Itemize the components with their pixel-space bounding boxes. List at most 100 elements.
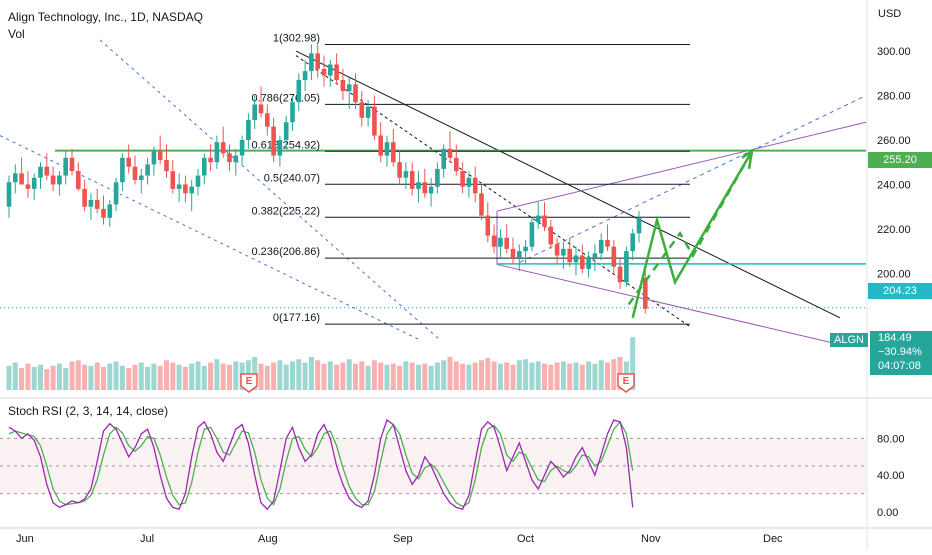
volume-bar: [315, 360, 321, 390]
volume-bar: [126, 368, 132, 390]
volume-bar: [605, 362, 610, 390]
volume-bar: [548, 364, 554, 390]
last-price: 184.49: [878, 332, 912, 344]
candle-body: [183, 184, 188, 194]
volume-bar: [208, 362, 214, 390]
candle-body: [126, 157, 131, 167]
volume-bar: [334, 364, 340, 390]
candle-body: [523, 246, 528, 252]
volume-bar: [453, 361, 459, 390]
candle-body: [378, 135, 383, 156]
volume-bar: [598, 360, 604, 390]
candle-body: [460, 171, 465, 187]
stoch-d-line: [8, 420, 634, 508]
volume-bar: [460, 363, 466, 390]
volume-bar: [290, 361, 295, 390]
candle-body: [391, 142, 396, 163]
volume-bar: [283, 364, 289, 390]
volume-bar: [390, 363, 396, 390]
volume-bar: [466, 364, 472, 390]
candle-body: [624, 251, 629, 283]
volume-bar: [434, 362, 440, 390]
candle-body: [573, 255, 579, 263]
volume-bar: [101, 366, 106, 390]
x-tick-label: Jul: [140, 533, 154, 545]
volume-bar: [182, 366, 188, 390]
projection-dashed: [627, 150, 754, 306]
volume-bar: [12, 362, 18, 390]
volume-bar: [308, 357, 314, 390]
rsi-tick-label: 40.00: [877, 470, 905, 482]
candle-body: [76, 171, 81, 189]
volume-bar: [6, 365, 12, 390]
candle-body: [57, 175, 62, 185]
candle-body: [195, 175, 201, 187]
volume-bar: [510, 364, 516, 390]
earnings-marker-letter: E: [623, 376, 630, 387]
volume-bar: [567, 363, 573, 390]
green-level-tag: 255.20: [868, 152, 932, 168]
volume-bar: [479, 360, 484, 390]
candle-body: [611, 246, 617, 267]
candle-body: [340, 80, 346, 92]
candle-body: [164, 160, 169, 172]
candle-body: [202, 157, 207, 176]
volume-bar: [19, 368, 25, 390]
rsi-tick-label: 0.00: [877, 507, 898, 519]
volume-bar: [535, 361, 541, 390]
volume-bar: [416, 364, 421, 390]
volume-bar: [327, 361, 333, 390]
candle-body: [504, 237, 509, 249]
volume-bar: [264, 365, 270, 390]
volume-bar: [447, 357, 453, 390]
volume-bar: [422, 363, 428, 390]
candle-body: [309, 53, 314, 72]
candle-body: [517, 251, 522, 258]
candle-body: [63, 157, 68, 176]
projection-solid: [631, 150, 754, 319]
volume-bar: [113, 361, 119, 390]
candle-body: [6, 182, 12, 207]
candle-body: [403, 171, 409, 178]
volume-bar: [157, 365, 163, 390]
volume-bar: [403, 361, 409, 390]
volume-bar: [38, 364, 43, 390]
x-tick-label: Jun: [16, 533, 34, 545]
projection-arrowhead: [741, 148, 754, 170]
candle-body: [636, 217, 642, 234]
candle-body: [328, 64, 333, 76]
candle-body: [447, 148, 453, 158]
price-change: −30.94%: [878, 346, 922, 358]
candle-body: [208, 157, 213, 163]
channel-upper: [496, 121, 867, 212]
candle-body: [214, 142, 220, 163]
volume-bar: [233, 361, 239, 390]
earnings-marker: [240, 373, 258, 393]
channel-lower: [496, 263, 831, 343]
volume-bar: [189, 363, 195, 390]
candle-body: [334, 64, 339, 80]
candle-body: [372, 106, 377, 136]
y-tick-label: 200.00: [877, 268, 911, 280]
volume-bar: [277, 360, 283, 390]
stoch-rsi-label: Stoch RSI (2, 3, 14, 14, close): [8, 404, 169, 418]
volume-bar: [258, 363, 264, 390]
stoch-k-line: [8, 418, 634, 511]
x-tick-label: Aug: [258, 533, 278, 545]
volume-bar: [397, 365, 403, 390]
candle-body: [592, 253, 598, 258]
candle-body: [176, 184, 182, 189]
candle-body: [548, 226, 554, 245]
volume-bar: [529, 362, 535, 390]
candle-body: [441, 148, 446, 169]
fib-level-label: 0.786(276.05): [252, 92, 321, 104]
volume-bar: [542, 363, 547, 390]
volume-bar: [296, 359, 302, 390]
candle-body: [44, 166, 50, 176]
volume-bar: [378, 362, 384, 390]
teal-level-tag: 204.23: [868, 283, 932, 299]
trendline-blue-upper: [99, 39, 441, 341]
candle-body: [479, 193, 484, 216]
